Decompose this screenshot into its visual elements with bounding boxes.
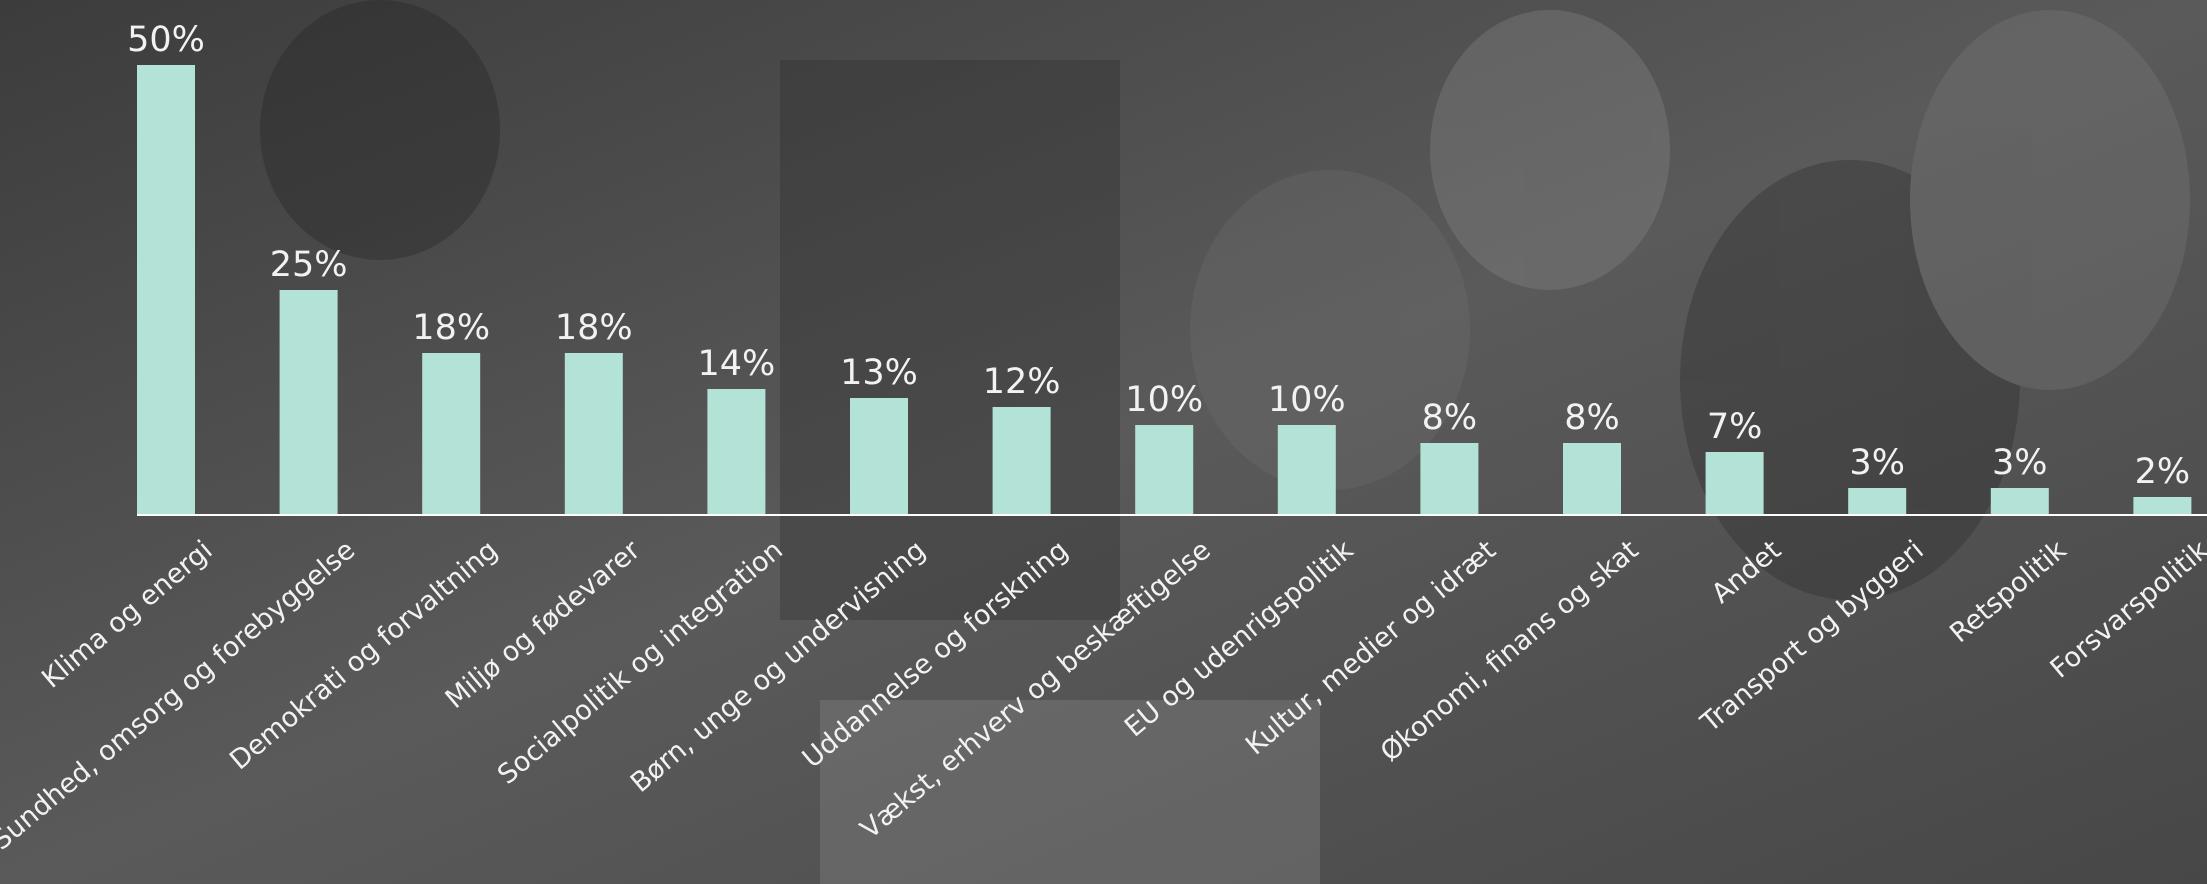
- bar: [1420, 443, 1479, 515]
- value-label: 2%: [2135, 452, 2191, 492]
- bar: [992, 407, 1051, 515]
- value-label: 3%: [1849, 443, 1905, 483]
- value-label: 10%: [1125, 380, 1203, 420]
- bar: [1277, 425, 1336, 515]
- bar: [707, 389, 766, 515]
- bar: [279, 290, 338, 515]
- photo-shapes: [260, 0, 2190, 884]
- bar: [422, 353, 481, 515]
- bar: [1563, 443, 1621, 515]
- value-label: 8%: [1564, 398, 1620, 438]
- value-label: 12%: [983, 362, 1061, 402]
- value-label: 13%: [840, 353, 918, 393]
- value-label: 14%: [698, 344, 776, 384]
- bar: [1990, 488, 2049, 515]
- value-label: 18%: [412, 308, 490, 348]
- bar: [2133, 497, 2192, 515]
- value-label: 18%: [555, 308, 633, 348]
- bar: [1848, 488, 1907, 515]
- value-label: 8%: [1422, 398, 1478, 438]
- bar: [850, 398, 908, 515]
- value-label: 50%: [127, 20, 205, 60]
- bar: [1705, 452, 1764, 515]
- bar: [137, 65, 195, 515]
- value-label: 3%: [1992, 443, 2048, 483]
- bar: [1135, 425, 1194, 515]
- value-label: 10%: [1268, 380, 1346, 420]
- value-label: 25%: [270, 245, 348, 285]
- value-label: 7%: [1707, 407, 1763, 447]
- bar: [564, 353, 623, 515]
